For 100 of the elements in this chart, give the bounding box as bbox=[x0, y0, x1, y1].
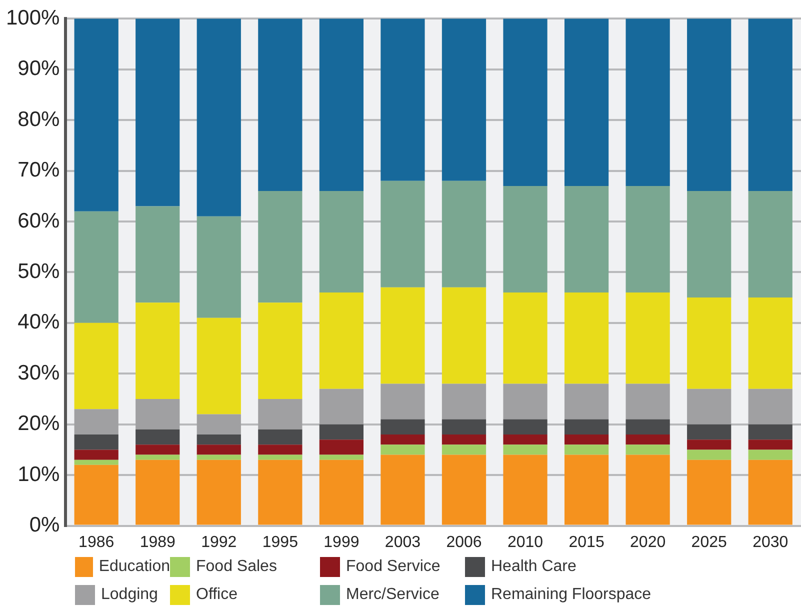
bar bbox=[74, 409, 118, 435]
bar bbox=[136, 460, 180, 525]
bar bbox=[319, 460, 364, 525]
bar bbox=[380, 287, 425, 384]
y-tick-label: 20% bbox=[18, 412, 60, 436]
bar bbox=[136, 206, 180, 303]
bar bbox=[258, 302, 302, 399]
bar bbox=[442, 287, 486, 384]
bar bbox=[74, 464, 118, 525]
bar bbox=[319, 424, 364, 440]
bar bbox=[319, 18, 364, 192]
x-tick-label: 1999 bbox=[324, 534, 360, 551]
bar bbox=[319, 388, 364, 424]
bar bbox=[564, 384, 609, 420]
bar bbox=[687, 450, 732, 460]
bar bbox=[687, 460, 732, 525]
legend-label: Lodging bbox=[101, 586, 158, 604]
y-tick-label: 70% bbox=[18, 158, 60, 182]
bar bbox=[136, 429, 180, 445]
bar bbox=[748, 424, 792, 440]
bar bbox=[74, 434, 118, 450]
bar bbox=[136, 444, 180, 455]
bar bbox=[258, 399, 302, 430]
legend-label: Remaining Floorspace bbox=[491, 586, 652, 604]
bar bbox=[748, 388, 792, 424]
bar bbox=[74, 322, 118, 410]
bar bbox=[136, 399, 180, 430]
bar bbox=[748, 440, 792, 450]
bar bbox=[626, 419, 670, 435]
bar bbox=[503, 18, 548, 186]
bar bbox=[442, 419, 486, 435]
bar bbox=[380, 180, 425, 288]
bar bbox=[196, 18, 241, 216]
bar bbox=[380, 454, 425, 525]
bar bbox=[196, 318, 241, 414]
bar bbox=[748, 18, 792, 192]
bar bbox=[74, 18, 118, 212]
bar bbox=[196, 454, 241, 460]
bar bbox=[564, 444, 609, 455]
bar bbox=[319, 292, 364, 389]
x-tick-label: 2003 bbox=[384, 534, 421, 551]
bar bbox=[74, 450, 118, 460]
x-tick-label: 2025 bbox=[691, 534, 727, 551]
bar bbox=[503, 384, 548, 420]
bar bbox=[442, 444, 486, 455]
bar bbox=[748, 450, 792, 460]
bar bbox=[196, 434, 241, 445]
bar bbox=[626, 292, 670, 384]
bar bbox=[687, 18, 732, 192]
bar bbox=[136, 302, 180, 399]
bar bbox=[748, 191, 792, 298]
bar bbox=[626, 186, 670, 292]
bar bbox=[748, 460, 792, 525]
bar bbox=[196, 414, 241, 435]
bar bbox=[196, 460, 241, 525]
y-tick-label: 50% bbox=[18, 260, 60, 283]
bar bbox=[380, 419, 425, 435]
bar bbox=[626, 384, 670, 420]
y-tick-label: 40% bbox=[18, 310, 60, 334]
bar bbox=[687, 440, 732, 450]
bar bbox=[258, 460, 302, 525]
x-tick-label: 1992 bbox=[201, 534, 237, 551]
legend-label: Merc/Service bbox=[346, 586, 440, 604]
bar bbox=[748, 298, 792, 389]
bar bbox=[564, 292, 609, 384]
bar bbox=[564, 18, 609, 186]
bar bbox=[258, 454, 302, 460]
y-tick-label: 10% bbox=[18, 462, 60, 486]
y-tick-label: 100% bbox=[6, 6, 60, 30]
bar bbox=[442, 384, 486, 420]
x-tick-label: 1995 bbox=[262, 534, 298, 551]
bar bbox=[196, 444, 241, 455]
bar bbox=[564, 434, 609, 445]
bar bbox=[442, 180, 486, 288]
bar bbox=[687, 191, 732, 298]
x-tick-label: 2015 bbox=[568, 534, 604, 551]
bar bbox=[319, 454, 364, 460]
x-tick-label: 2020 bbox=[630, 534, 666, 551]
bar bbox=[74, 460, 118, 465]
bar bbox=[687, 424, 732, 440]
bar bbox=[626, 454, 670, 525]
bar bbox=[564, 419, 609, 435]
x-tick-label: 2030 bbox=[752, 534, 788, 551]
bar bbox=[380, 444, 425, 455]
legend-label: Office bbox=[196, 586, 238, 604]
bar bbox=[258, 18, 302, 192]
bar bbox=[564, 186, 609, 292]
y-tick-label: 80% bbox=[18, 108, 60, 131]
bar bbox=[564, 454, 609, 525]
x-tick-label: 1986 bbox=[78, 534, 114, 551]
bar bbox=[74, 211, 118, 323]
bar bbox=[503, 292, 548, 384]
bar bbox=[442, 434, 486, 445]
y-tick-label: 90% bbox=[18, 57, 60, 80]
bar bbox=[380, 434, 425, 445]
bar bbox=[626, 444, 670, 455]
bar bbox=[258, 429, 302, 445]
bar bbox=[442, 454, 486, 525]
bar bbox=[503, 454, 548, 525]
bar bbox=[319, 440, 364, 455]
